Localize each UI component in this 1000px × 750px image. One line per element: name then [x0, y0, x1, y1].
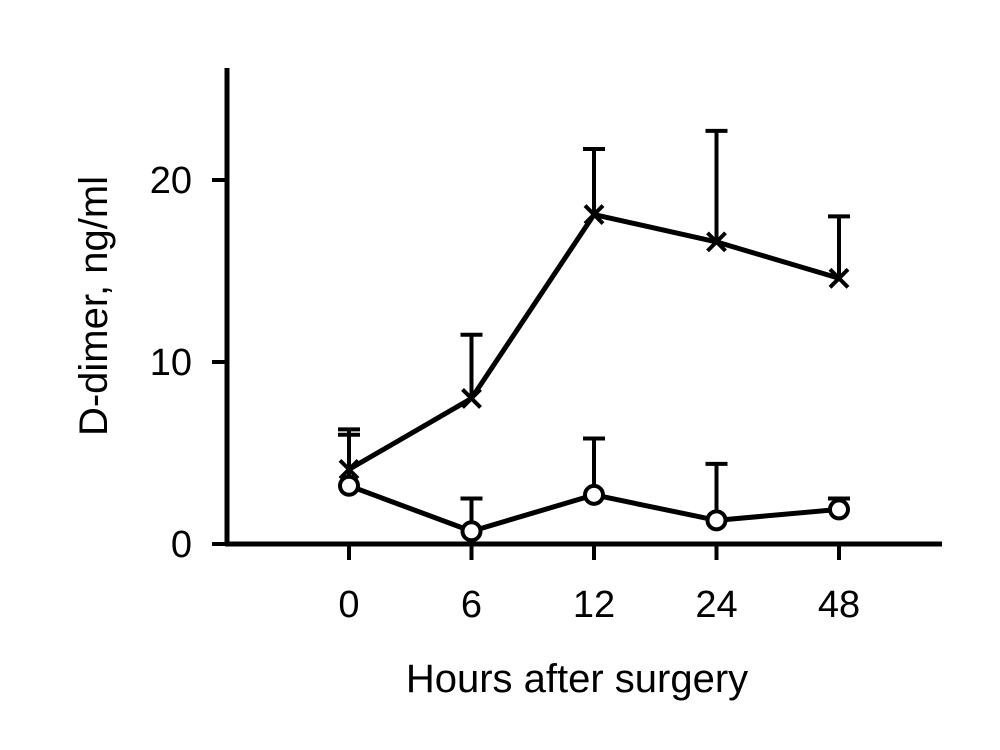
x-ticks: 0 6 12 24 48: [338, 544, 860, 626]
series-0-error-bars: [338, 128, 850, 470]
series-0-markers: [338, 204, 850, 480]
y-tick-label: 10: [150, 342, 192, 384]
y-tick-label: 20: [150, 160, 192, 202]
x-marker: [338, 458, 360, 480]
circle-marker: [460, 520, 483, 543]
y-ticks: 0 10 20: [150, 160, 227, 566]
x-tick-label: 48: [818, 584, 860, 626]
x-marker: [583, 204, 605, 225]
series-0-line: [347, 212, 840, 472]
x-axis-label: Hours after surgery: [406, 657, 748, 701]
circle-marker: [828, 498, 850, 521]
x-tick-label: 12: [573, 584, 615, 626]
circle-marker: [705, 509, 728, 532]
x-tick-label: 0: [338, 584, 359, 626]
circle-marker: [583, 483, 605, 506]
x-marker: [461, 387, 482, 409]
y-axis-label: D-dimer, ng/ml: [72, 176, 116, 436]
x-tick-label: 6: [461, 584, 482, 626]
x-tick-label: 24: [695, 584, 737, 626]
x-marker: [706, 231, 727, 253]
series-1-markers: [338, 474, 850, 543]
circle-marker: [338, 474, 360, 497]
x-marker: [828, 267, 850, 289]
series-layer: [338, 128, 850, 543]
y-tick-label: 0: [171, 524, 192, 566]
